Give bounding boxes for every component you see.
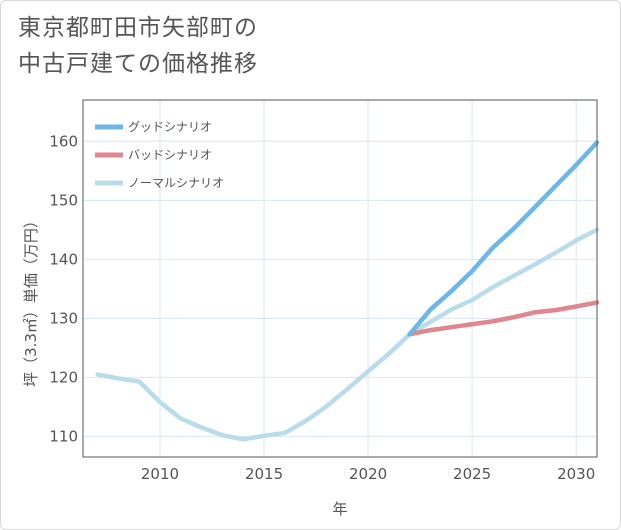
legend-label: バッドシナリオ <box>128 148 212 162</box>
series-line-0 <box>407 140 600 337</box>
y-axis-label: 坪（3.3㎡）単価（万円） <box>22 213 40 387</box>
series-line-1 <box>407 300 600 337</box>
y-tick-label: 110 <box>49 427 78 445</box>
y-tick-label: 140 <box>49 250 78 268</box>
chart-title: 東京都町田市矢部町の 中古戸建ての価格推移 <box>18 10 258 82</box>
y-tick-label: 120 <box>49 368 78 386</box>
x-tick-label: 2025 <box>453 465 491 483</box>
series-lines <box>95 140 600 442</box>
y-tick-label: 160 <box>49 132 78 150</box>
y-tick-label: 150 <box>49 191 78 209</box>
x-axis-ticks: 2010 2015 2020 2025 2030 <box>141 465 595 483</box>
x-tick-label: 2015 <box>245 465 283 483</box>
legend-label: グッドシナリオ <box>128 120 212 134</box>
legend-label: ノーマルシナリオ <box>128 176 224 190</box>
x-tick-label: 2010 <box>141 465 179 483</box>
y-tick-label: 130 <box>49 309 78 327</box>
plot-area-border <box>82 99 598 458</box>
grid-lines <box>83 100 597 457</box>
series-line-2 <box>95 227 600 442</box>
chart-title-line-1: 東京都町田市矢部町の <box>18 15 258 41</box>
y-axis-ticks: 110 120 130 140 150 160 <box>49 132 78 445</box>
x-tick-label: 2030 <box>557 465 595 483</box>
x-tick-label: 2020 <box>349 465 387 483</box>
x-axis-label: 年 <box>332 500 347 518</box>
chart-title-line-2: 中古戸建ての価格推移 <box>18 51 258 77</box>
